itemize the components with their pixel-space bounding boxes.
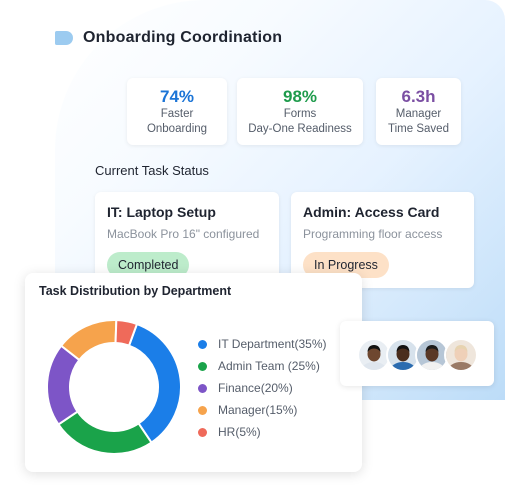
- stat-label-line2: Time Saved: [388, 123, 449, 135]
- legend-dot: [198, 405, 207, 415]
- legend-label: Admin Team (25%): [218, 359, 320, 373]
- stat-label-line1: Faster: [160, 108, 194, 120]
- task-title: IT: Laptop Setup: [107, 204, 216, 220]
- legend-item-hr: HR(5%): [198, 421, 327, 443]
- donut-chart: [46, 319, 182, 455]
- stat-label-line2: Onboarding: [146, 123, 208, 135]
- legend-label: Finance(20%): [218, 381, 293, 395]
- stat-value: 74%: [159, 87, 195, 106]
- legend-label: HR(5%): [218, 425, 261, 439]
- avatar-1: [357, 338, 391, 372]
- page-title: Onboarding Coordination: [83, 29, 283, 46]
- avatar-2: [386, 338, 420, 372]
- stat-label-line1: Forms: [283, 108, 317, 120]
- legend-item-finance: Finance(20%): [198, 377, 327, 399]
- legend-item-it-department: IT Department(35%): [198, 333, 327, 355]
- donut-slice-admin-team: [57, 410, 153, 455]
- legend-dot: [198, 361, 207, 371]
- task-subtitle: MacBook Pro 16" configured: [107, 227, 260, 241]
- stat-value: 6.3h: [401, 87, 436, 106]
- stat-card-forms-readiness: 98% Forms Day-One Readiness: [237, 78, 363, 145]
- legend-dot: [198, 339, 207, 349]
- donut-slice-finance: [46, 344, 81, 426]
- legend-dot: [198, 383, 207, 393]
- legend-label: IT Department(35%): [218, 337, 327, 351]
- team-avatars-card: [340, 321, 494, 386]
- avatar-4: [444, 338, 478, 372]
- chart-legend: IT Department(35%) Admin Team (25%) Financ…: [198, 333, 327, 443]
- stat-card-manager-time: 6.3h Manager Time Saved: [376, 78, 461, 145]
- legend-dot: [198, 427, 207, 437]
- section-title: Current Task Status: [95, 163, 209, 178]
- task-subtitle: Programming floor access: [303, 227, 443, 241]
- legend-item-manager: Manager(15%): [198, 399, 327, 421]
- page-header: Onboarding Coordination: [55, 27, 282, 49]
- stat-label-line1: Manager: [395, 108, 442, 120]
- flag-icon: [55, 31, 73, 45]
- avatar-3: [415, 338, 449, 372]
- task-title: Admin: Access Card: [303, 204, 440, 220]
- chart-title: Task Distribution by Department: [39, 284, 232, 298]
- task-card-admin-access[interactable]: Admin: Access Card Programming floor acc…: [291, 192, 474, 288]
- legend-item-admin-team: Admin Team (25%): [198, 355, 327, 377]
- stat-label-line2: Day-One Readiness: [248, 123, 352, 135]
- stat-card-faster-onboarding: 74% Faster Onboarding: [127, 78, 227, 145]
- stat-value: 98%: [282, 87, 318, 106]
- distribution-card: Task Distribution by Department IT Depar…: [25, 273, 362, 472]
- donut-slice-hr: [114, 319, 139, 347]
- legend-label: Manager(15%): [218, 403, 298, 417]
